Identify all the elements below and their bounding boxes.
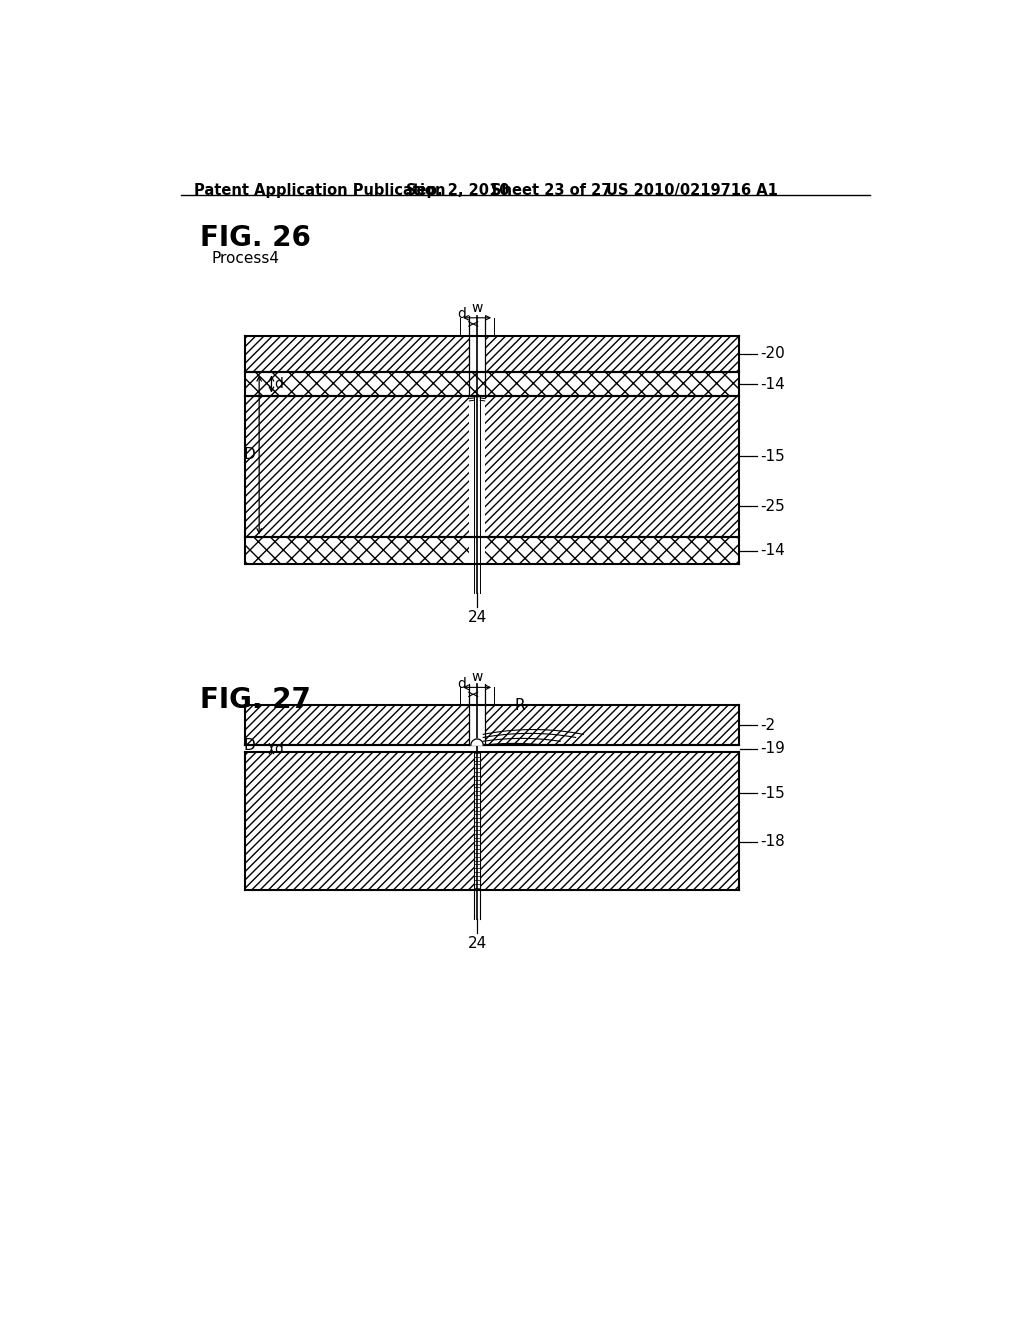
Bar bbox=[245, 335, 739, 372]
Bar bbox=[469, 396, 484, 537]
Text: 24: 24 bbox=[467, 610, 486, 626]
Text: w: w bbox=[471, 301, 482, 314]
Text: -19: -19 bbox=[761, 741, 785, 756]
Text: -15: -15 bbox=[761, 449, 785, 465]
Text: Sep. 2, 2010: Sep. 2, 2010 bbox=[407, 183, 510, 198]
Bar bbox=[469, 372, 484, 396]
Text: -2: -2 bbox=[761, 718, 775, 733]
Text: d: d bbox=[273, 742, 283, 755]
Text: D: D bbox=[244, 447, 255, 462]
Bar bbox=[474, 752, 480, 890]
Text: FIG. 27: FIG. 27 bbox=[200, 686, 310, 714]
Bar bbox=[245, 752, 739, 890]
Text: -20: -20 bbox=[761, 346, 785, 362]
Text: w: w bbox=[471, 671, 482, 684]
Bar bbox=[469, 372, 484, 396]
Text: -14: -14 bbox=[761, 544, 785, 558]
Text: d: d bbox=[458, 677, 466, 692]
Text: R: R bbox=[514, 698, 524, 713]
Text: -14: -14 bbox=[761, 376, 785, 392]
Text: d: d bbox=[273, 378, 283, 391]
Bar bbox=[469, 705, 484, 744]
Bar bbox=[245, 396, 739, 537]
Text: FIG. 26: FIG. 26 bbox=[200, 224, 310, 252]
Text: 24: 24 bbox=[467, 936, 486, 952]
Text: d: d bbox=[458, 306, 466, 321]
Polygon shape bbox=[471, 739, 483, 744]
Bar bbox=[469, 537, 484, 564]
Bar bbox=[245, 705, 739, 744]
Text: D: D bbox=[244, 738, 255, 752]
Bar bbox=[245, 537, 739, 564]
Bar bbox=[245, 372, 739, 396]
Bar bbox=[469, 335, 484, 372]
Text: Process4: Process4 bbox=[211, 251, 280, 265]
Text: -18: -18 bbox=[761, 834, 785, 849]
Text: US 2010/0219716 A1: US 2010/0219716 A1 bbox=[606, 183, 778, 198]
Text: -25: -25 bbox=[761, 499, 785, 513]
Text: Sheet 23 of 27: Sheet 23 of 27 bbox=[490, 183, 611, 198]
Text: Patent Application Publication: Patent Application Publication bbox=[195, 183, 446, 198]
Text: -15: -15 bbox=[761, 785, 785, 801]
